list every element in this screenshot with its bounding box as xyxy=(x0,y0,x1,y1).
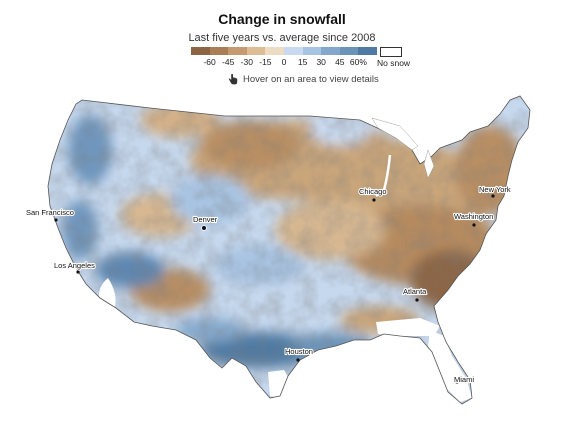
map-title: Change in snowfall xyxy=(218,11,346,27)
city-dot xyxy=(415,298,419,302)
legend-tick-label: -60 xyxy=(203,57,216,67)
color-legend: -60 -45 -30 -15 0 15 30 45 60% xyxy=(191,47,377,69)
city-dot xyxy=(296,358,300,362)
legend-tick-label: 0 xyxy=(281,57,287,67)
city-label: Miami xyxy=(454,375,474,384)
legend-tick-label: -15 xyxy=(259,57,272,67)
city-label: New York xyxy=(479,185,511,194)
city-label: Los Angeles xyxy=(54,261,95,270)
city-dot xyxy=(372,198,376,202)
legend-swatch xyxy=(246,47,266,55)
legend-tick-label: 15 xyxy=(297,57,308,67)
city-dot xyxy=(455,380,459,384)
city-dot xyxy=(472,223,476,227)
city-dot xyxy=(76,270,80,274)
no-snow-region-florida[interactable] xyxy=(428,330,472,402)
hover-hint-text: Hover on an area to view details xyxy=(243,74,379,85)
snowfall-change-layer[interactable] xyxy=(40,90,540,410)
city-label: Atlanta xyxy=(403,287,427,296)
legend-tick-label: -45 xyxy=(222,57,235,67)
lake-huron xyxy=(423,149,435,179)
no-snow-region-south-texas[interactable] xyxy=(268,370,290,398)
legend-tick-label: -30 xyxy=(240,57,253,67)
city-label: Washington xyxy=(454,212,493,221)
hover-hint: Hover on an area to view details xyxy=(228,74,379,85)
no-snow-swatch xyxy=(380,47,402,57)
us-border xyxy=(47,95,531,405)
legend-swatch xyxy=(191,47,210,55)
legend-tick-label: 45 xyxy=(335,57,345,67)
city-label: San Francisco xyxy=(26,208,74,217)
no-snow-label: No snow xyxy=(377,58,411,68)
legend-swatch xyxy=(302,47,322,55)
lake-superior xyxy=(371,117,419,151)
city-label: Chicago xyxy=(359,187,387,196)
legend-swatch xyxy=(209,47,229,55)
legend-tick-label: 60% xyxy=(349,57,367,67)
pointer-hand-icon xyxy=(228,74,238,85)
legend-swatch xyxy=(321,47,340,55)
legend-swatch xyxy=(228,47,247,55)
city-dot xyxy=(54,218,58,222)
legend-swatch xyxy=(339,47,359,55)
legend-swatch xyxy=(283,47,303,55)
city-markers: San Francisco Los Angeles Denver Chicago New… xyxy=(25,184,512,385)
legend-swatch xyxy=(358,47,377,55)
city-label: Houston xyxy=(285,347,313,356)
texture-overlay xyxy=(48,96,530,404)
city-label: Denver xyxy=(193,215,218,224)
city-dot xyxy=(201,225,207,231)
no-snow-region-gulf-coast[interactable] xyxy=(376,318,440,336)
lake-michigan-shore xyxy=(375,154,392,197)
legend-tick-label: 30 xyxy=(316,57,326,67)
map-subtitle: Last five years vs. average since 2008 xyxy=(188,32,376,44)
city-dot xyxy=(491,194,495,198)
legend-swatch xyxy=(265,47,284,55)
